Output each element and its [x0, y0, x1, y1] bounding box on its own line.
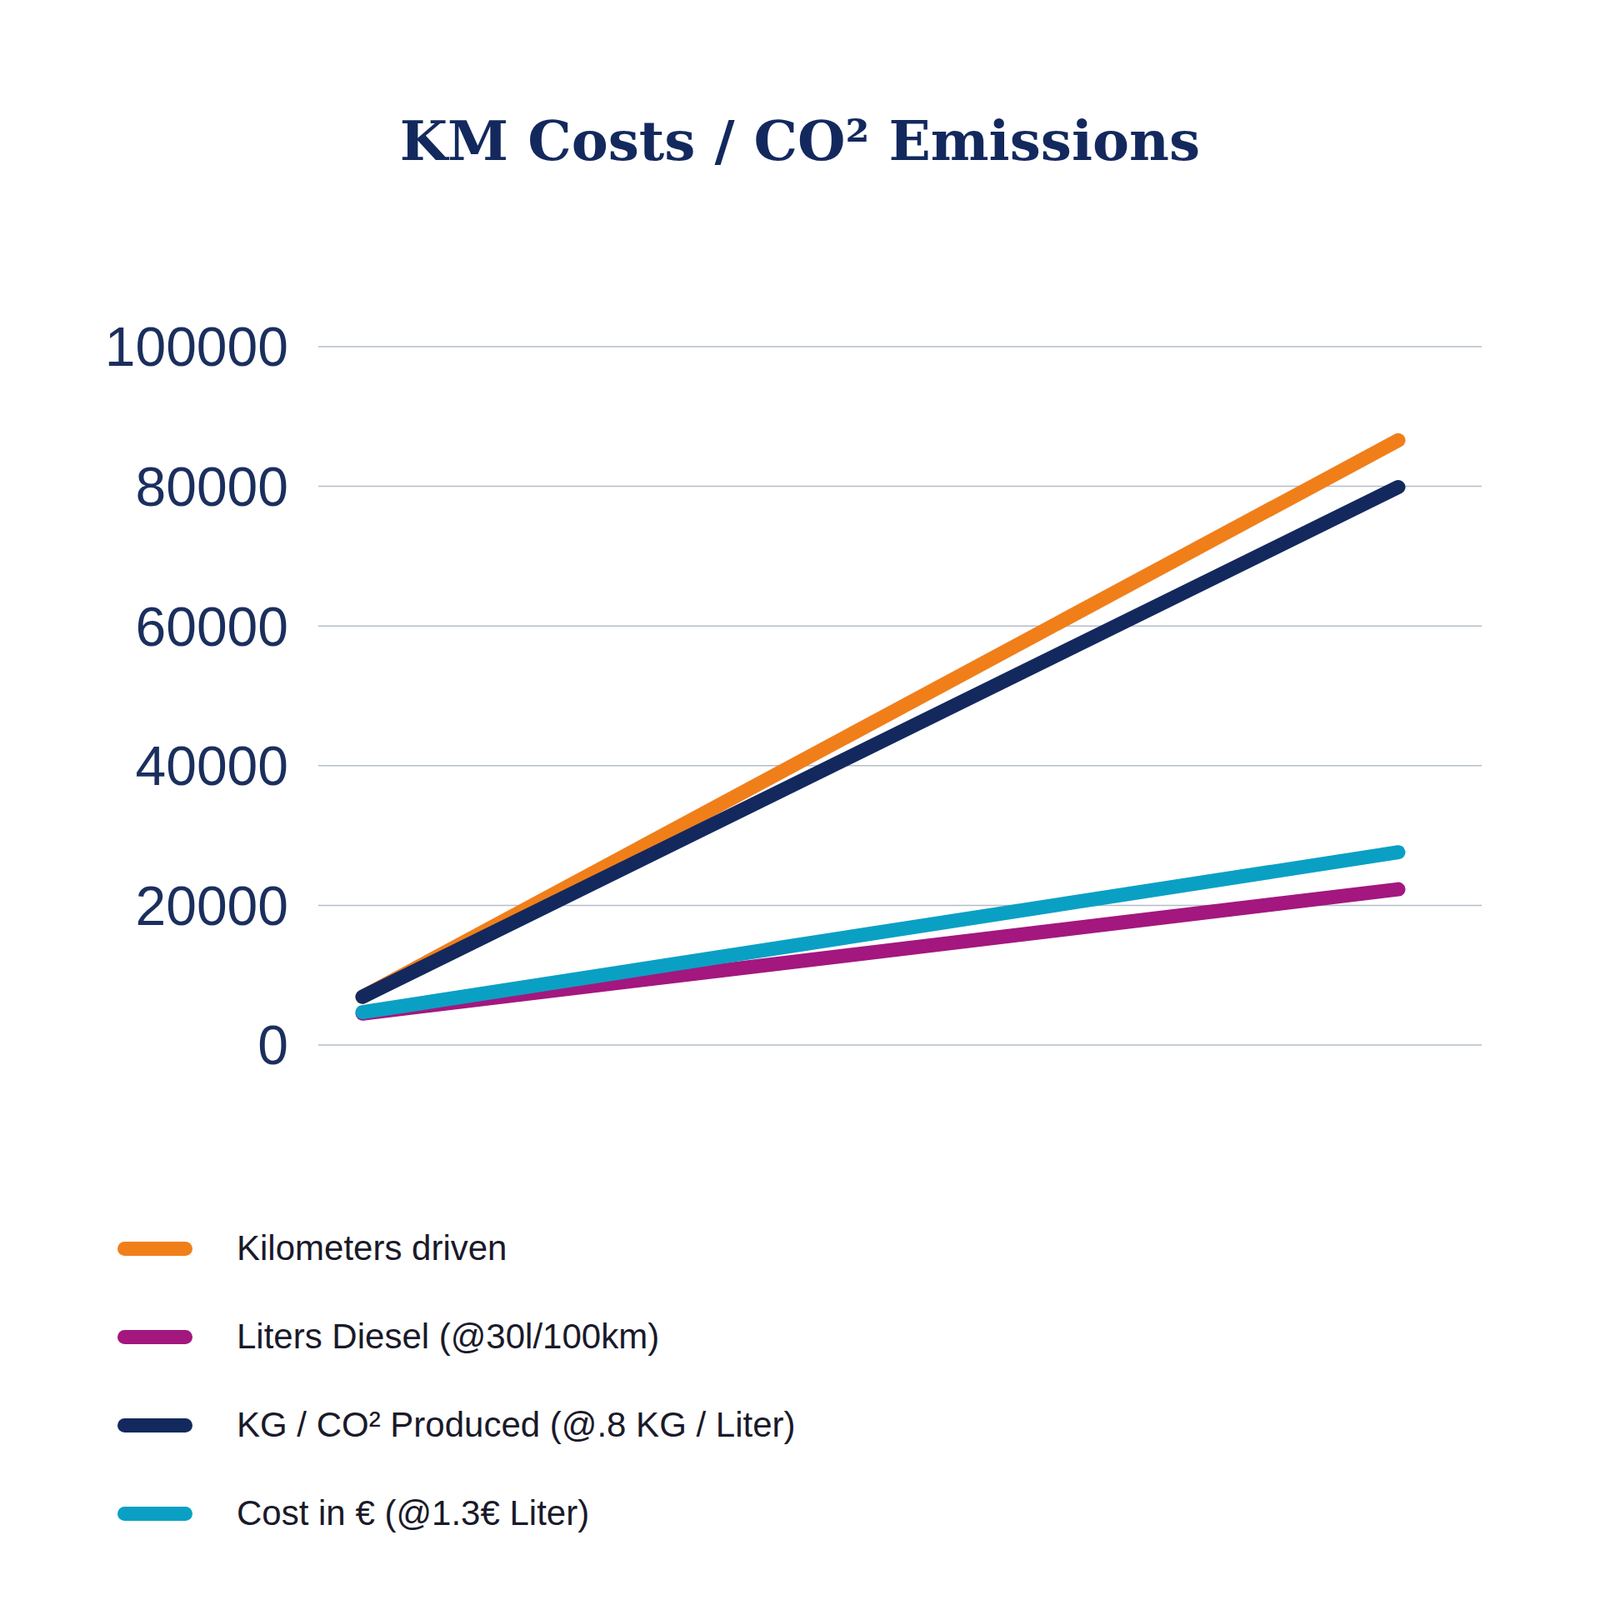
svg-text:60000: 60000	[135, 595, 289, 658]
html-text:Cost in € (@1.3€ Liter): Cost in € (@1.3€ Liter)	[236, 1493, 590, 1533]
svg-text:0: 0	[257, 1014, 289, 1076]
svg-text:20000: 20000	[135, 875, 289, 937]
svg-text:40000: 40000	[135, 735, 289, 797]
svg-text:80000: 80000	[135, 455, 289, 518]
svg-text:100000: 100000	[105, 315, 289, 378]
html-text:Kilometers driven: Kilometers driven	[236, 1228, 508, 1268]
html-text:KG / CO² Produced (@.8 KG / Li: KG / CO² Produced (@.8 KG / Liter)	[236, 1405, 796, 1445]
html-text:Liters Diesel (@30l/100km): Liters Diesel (@30l/100km)	[236, 1316, 660, 1356]
html-text:KM Costs / CO² Emissions: KM Costs / CO² Emissions	[399, 108, 1201, 174]
